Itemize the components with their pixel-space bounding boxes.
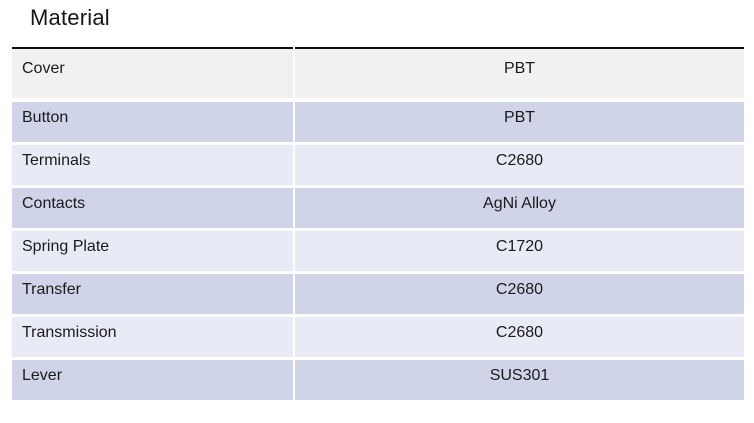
table-row: Lever SUS301 bbox=[12, 360, 744, 400]
page-title: Material bbox=[30, 5, 110, 30]
part-name: Cover bbox=[12, 47, 293, 98]
part-name: Transfer bbox=[12, 274, 293, 314]
table-row: Terminals C2680 bbox=[12, 145, 744, 185]
material-value: C2680 bbox=[295, 274, 744, 314]
part-name: Terminals bbox=[12, 145, 293, 185]
table-row: Contacts AgNi Alloy bbox=[12, 188, 744, 228]
table-row: Spring Plate C1720 bbox=[12, 231, 744, 271]
material-value: AgNi Alloy bbox=[295, 188, 744, 228]
material-table: Cover PBT Button PBT Terminals C2680 Con… bbox=[12, 47, 744, 400]
material-value: SUS301 bbox=[295, 360, 744, 400]
part-name: Button bbox=[12, 102, 293, 142]
material-value: C1720 bbox=[295, 231, 744, 271]
material-value: C2680 bbox=[295, 317, 744, 357]
table-row: Transmission C2680 bbox=[12, 317, 744, 357]
part-name: Lever bbox=[12, 360, 293, 400]
material-value: PBT bbox=[295, 47, 744, 98]
table-row: Button PBT bbox=[12, 102, 744, 142]
part-name: Spring Plate bbox=[12, 231, 293, 271]
table-row: Cover PBT bbox=[12, 47, 744, 98]
material-value: C2680 bbox=[295, 145, 744, 185]
table-row: Transfer C2680 bbox=[12, 274, 744, 314]
part-name: Contacts bbox=[12, 188, 293, 228]
part-name: Transmission bbox=[12, 317, 293, 357]
material-value: PBT bbox=[295, 102, 744, 142]
